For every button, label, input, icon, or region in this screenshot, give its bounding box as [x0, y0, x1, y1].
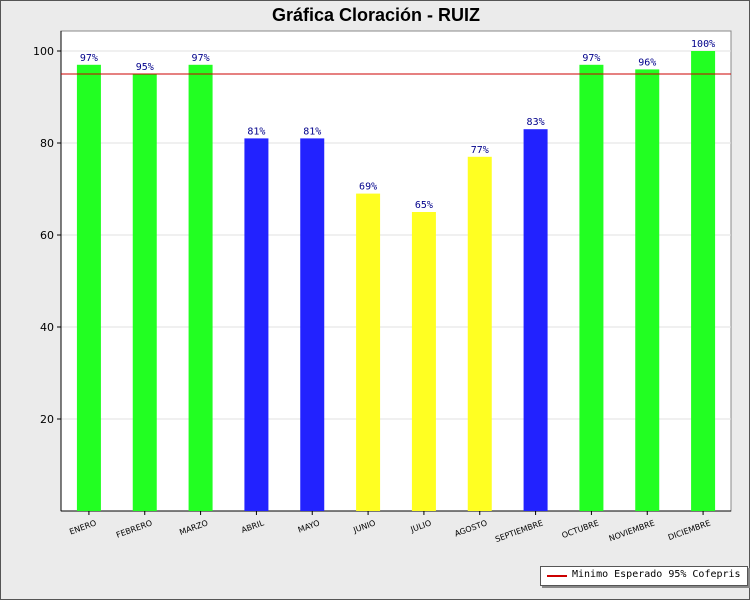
x-tick-label: ENERO	[68, 518, 97, 536]
data-label: 83%	[527, 117, 545, 128]
bar	[76, 64, 101, 512]
y-tick-label: 20	[40, 413, 54, 426]
y-tick-label: 40	[40, 321, 54, 334]
y-tick-label: 100	[33, 45, 54, 58]
legend-reference-line-swatch	[547, 575, 567, 577]
data-label: 96%	[638, 57, 656, 68]
x-tick-label: AGOSTO	[453, 518, 488, 538]
bar	[691, 51, 716, 511]
data-label: 95%	[136, 62, 154, 73]
data-label: 81%	[247, 126, 265, 137]
x-tick-label: JUNIO	[351, 518, 376, 535]
x-tick-label: FEBRERO	[115, 518, 153, 539]
bar	[244, 138, 269, 511]
chart-title: Gráfica Cloración - RUIZ	[271, 5, 481, 25]
x-tick-label: MAYO	[297, 518, 321, 534]
legend-reference-label: Minimo Esperado 95% Cofepris	[572, 569, 741, 580]
legend: Minimo Esperado 95% Cofepris	[540, 566, 748, 586]
bar	[188, 64, 213, 512]
data-label: 97%	[192, 53, 210, 64]
bar	[579, 64, 604, 512]
data-label: 77%	[471, 145, 489, 156]
y-tick-label: 60	[40, 229, 54, 242]
bar	[411, 212, 436, 511]
bar	[356, 193, 381, 511]
x-tick-label: SEPTIEMBRE	[494, 518, 544, 544]
x-tick-label: DICIEMBRE	[667, 518, 712, 542]
bar	[132, 74, 157, 511]
bar	[467, 156, 492, 512]
x-tick-label: OCTUBRE	[561, 518, 600, 540]
data-label: 97%	[80, 53, 98, 64]
data-label: 81%	[303, 126, 321, 137]
bar	[635, 69, 660, 512]
data-label: 100%	[691, 39, 715, 50]
x-tick-label: JULIO	[409, 518, 433, 534]
bar	[523, 129, 548, 511]
data-label: 69%	[359, 182, 377, 193]
x-tick-label: ABRIL	[240, 518, 266, 535]
data-label: 65%	[415, 200, 433, 211]
x-tick-label: NOVIEMBRE	[608, 518, 656, 543]
data-label: 97%	[582, 53, 600, 64]
bar	[300, 138, 325, 511]
y-tick-label: 80	[40, 137, 54, 150]
plot-area	[60, 30, 732, 512]
x-tick-label: MARZO	[178, 518, 209, 537]
